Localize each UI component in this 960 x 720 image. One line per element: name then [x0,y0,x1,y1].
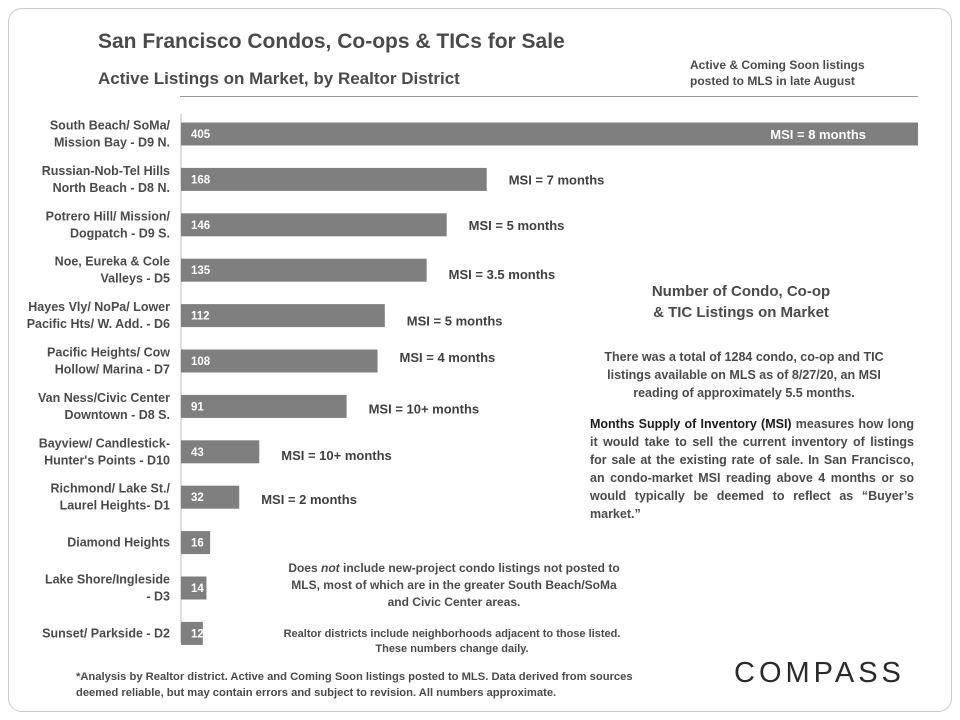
bar [181,304,385,328]
category-label: Noe, Eureka & Cole Valleys - D5 [55,255,170,286]
category-label: Hayes Vly/ NoPa/ Lower Pacific Hts/ W. Ad… [27,300,170,331]
msi-annotation: MSI = 10+ months [281,448,392,463]
chart-title: San Francisco Condos, Co-ops & TICs for … [98,30,565,53]
top-note-line-1: Active & Coming Soon listings [690,58,865,72]
new-project-note: Does not include new-project condo listi… [284,560,624,611]
category-label: South Beach/ SoMa/Mission Bay - D9 N. [50,119,171,150]
bar [181,621,203,645]
panel-summary: There was a total of 1284 condo, co-op a… [604,350,884,400]
bar [181,576,207,600]
bar [181,213,447,237]
msi-annotation: MSI = 8 months [770,127,866,142]
bar-value-label: 146 [191,220,210,232]
bar-value-label: 108 [191,356,211,368]
top-note: Active & Coming Soon listings posted to … [690,57,865,89]
category-label: Van Ness/Civic Center Downtown - D8 S. [38,391,170,422]
bar [181,349,378,373]
bar-value-label: 12 [191,628,204,640]
msi-explanation: Months Supply of Inventory (MSI) measure… [590,415,914,523]
msi-text: measures how long it would take to sell … [590,417,914,521]
bar-value-label: 14 [191,583,204,595]
msi-lead: Months Supply of Inventory (MSI) [590,417,792,431]
bar-value-label: 43 [191,447,204,459]
compass-logo: COMPASS [734,657,905,689]
category-label: Russian-Nob-Tel Hills North Beach - D8 N. [42,164,170,195]
districts-note: Realtor districts include neighborhoods … [283,628,621,655]
category-label: Diamond Heights [67,536,170,550]
panel-title-line-1: Number of Condo, Co-op [651,283,831,300]
new-project-note-post: include new-project condo listings not p… [291,561,620,609]
top-note-line-2: posted to MLS in late August [690,74,855,88]
bar [181,122,918,146]
header-rule [180,96,918,97]
bar [181,258,427,282]
bar [181,440,260,464]
bar [181,167,487,191]
msi-annotation: MSI = 7 months [509,172,605,187]
bar-value-label: 405 [191,129,211,141]
bar-value-label: 112 [191,311,210,323]
bar-value-label: 168 [191,174,211,186]
category-label: Sunset/ Parkside - D2 [42,626,170,640]
category-label: Potrero Hill/ Mission/Dogpatch - D9 S. [46,209,171,240]
bar-value-label: 32 [191,492,204,504]
category-label: Lake Shore/Ingleside - D3 [45,573,170,604]
msi-annotation: MSI = 4 months [400,350,496,365]
footnote: *Analysis by Realtor district. Active an… [76,671,633,699]
bar-value-label: 135 [191,265,211,277]
panel-title: Number of Condo, Co-op & TIC Listings on… [610,281,872,323]
category-label: Pacific Heights/ Cow Hollow/ Marina - D7 [47,346,170,377]
bar-value-label: 91 [191,401,204,413]
msi-annotation: MSI = 5 months [469,218,565,233]
msi-annotation: MSI = 10+ months [369,401,480,416]
bar [181,485,240,509]
chart-subtitle: Active Listings on Market, by Realtor Di… [98,69,460,88]
msi-annotation: MSI = 5 months [407,314,503,329]
panel-title-line-2: & TIC Listings on Market [653,304,829,321]
bar [181,531,211,555]
category-label: Bayview/ Candlestick-Hunter's Points - D… [39,436,170,467]
msi-annotation: MSI = 3.5 months [449,267,556,282]
msi-annotation: MSI = 2 months [261,492,357,507]
category-label: Richmond/ Lake St./Laurel Heights- D1 [51,482,171,513]
new-project-note-em: not [321,561,340,575]
bar [181,394,347,418]
new-project-note-pre: Does [288,561,321,575]
bar-value-label: 16 [191,538,204,550]
